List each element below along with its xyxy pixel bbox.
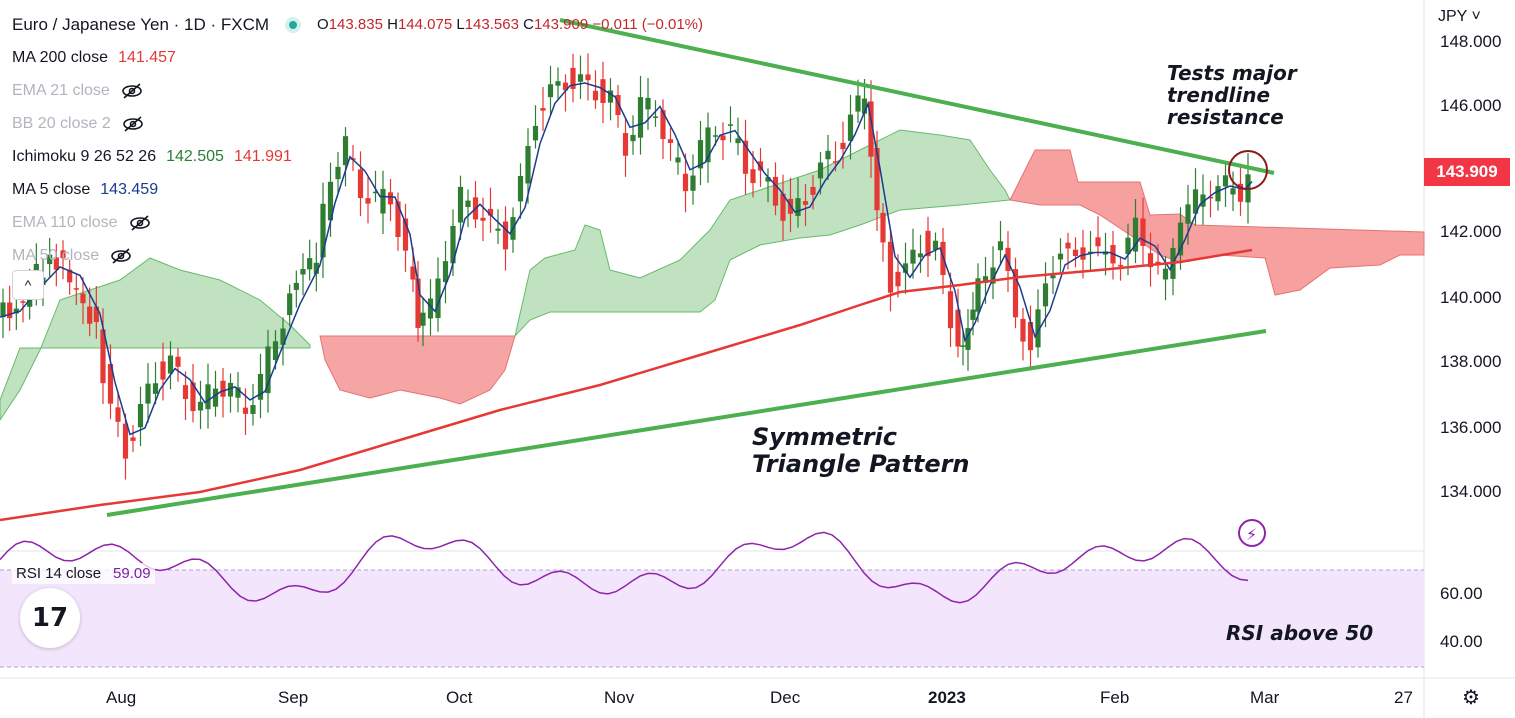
upper-trendline <box>559 18 1275 175</box>
market-status-icon <box>285 16 302 33</box>
time-tick: Mar <box>1250 688 1280 707</box>
pattern-annotation: Symmetric Triangle Pattern <box>752 423 970 478</box>
eye-hidden-icon[interactable] <box>121 115 145 133</box>
legend-ema110[interactable]: EMA 110 close <box>12 206 703 239</box>
ohlc-readout: O143.835 H144.075 L143.563 C143.909 −0.0… <box>317 16 703 33</box>
legend-ichimoku[interactable]: Ichimoku 9 26 52 26 142.505 141.991 <box>12 148 292 165</box>
lower-trendline <box>106 329 1267 517</box>
rsi-line <box>0 531 1249 604</box>
legend-ema21[interactable]: EMA 21 close <box>12 74 703 107</box>
price-tick: 142.000 <box>1440 222 1502 241</box>
price-tick: 140.000 <box>1440 288 1502 307</box>
rsi-legend[interactable]: RSI 14 close 59.09 <box>12 563 155 584</box>
time-tick: Sep <box>278 688 309 707</box>
resistance-circle <box>1228 150 1268 190</box>
time-tick: Dec <box>770 688 801 707</box>
tradingview-logo[interactable]: 17 <box>20 588 80 648</box>
legend-bb20[interactable]: BB 20 close 2 <box>12 107 703 140</box>
price-tick: 134.000 <box>1440 482 1502 501</box>
time-tick: Aug <box>106 688 137 707</box>
price-tick: 136.000 <box>1440 418 1502 437</box>
moving-averages <box>0 82 1253 522</box>
eye-hidden-icon[interactable] <box>109 247 133 265</box>
rsi-band <box>0 570 1424 667</box>
eye-hidden-icon[interactable] <box>128 214 152 232</box>
price-tick: 138.000 <box>1440 352 1502 371</box>
last-price-tag: 143.909 <box>1424 158 1510 186</box>
rsi-annotation: RSI above 50 <box>1226 621 1374 645</box>
resistance-annotation: Tests major trendline resistance <box>1167 61 1297 129</box>
rsi-tick: 40.00 <box>1440 632 1483 651</box>
collapse-legend-button[interactable]: ^ <box>12 270 44 300</box>
time-tick: 2023 <box>928 688 966 707</box>
price-tick: 146.000 <box>1440 96 1502 115</box>
symbol-title[interactable]: Euro / Japanese Yen · 1D · FXCM <box>12 15 270 34</box>
price-tick: 148.000 <box>1440 32 1502 51</box>
settings-gear-icon[interactable]: ⚙ <box>1462 687 1480 709</box>
time-tick: Oct <box>446 688 473 707</box>
svg-text:⚡: ⚡ <box>1246 525 1257 544</box>
legend-ma200[interactable]: MA 200 close 141.457 <box>12 49 176 66</box>
currency-selector[interactable]: JPY ˅ <box>1438 8 1481 25</box>
legend-ma50[interactable]: MA 50 close <box>12 239 703 272</box>
lightning-icon <box>1238 519 1266 547</box>
ichimoku-cloud <box>0 129 1425 421</box>
time-tick: Nov <box>604 688 635 707</box>
rsi-tick: 60.00 <box>1440 584 1483 603</box>
legend-ma5[interactable]: MA 5 close 143.459 <box>12 181 159 198</box>
indicator-legend: Euro / Japanese Yen · 1D · FXCM O143.835… <box>12 8 703 272</box>
eye-hidden-icon[interactable] <box>120 82 144 100</box>
time-tick: Feb <box>1100 688 1130 707</box>
time-tick: 27 <box>1394 688 1413 707</box>
